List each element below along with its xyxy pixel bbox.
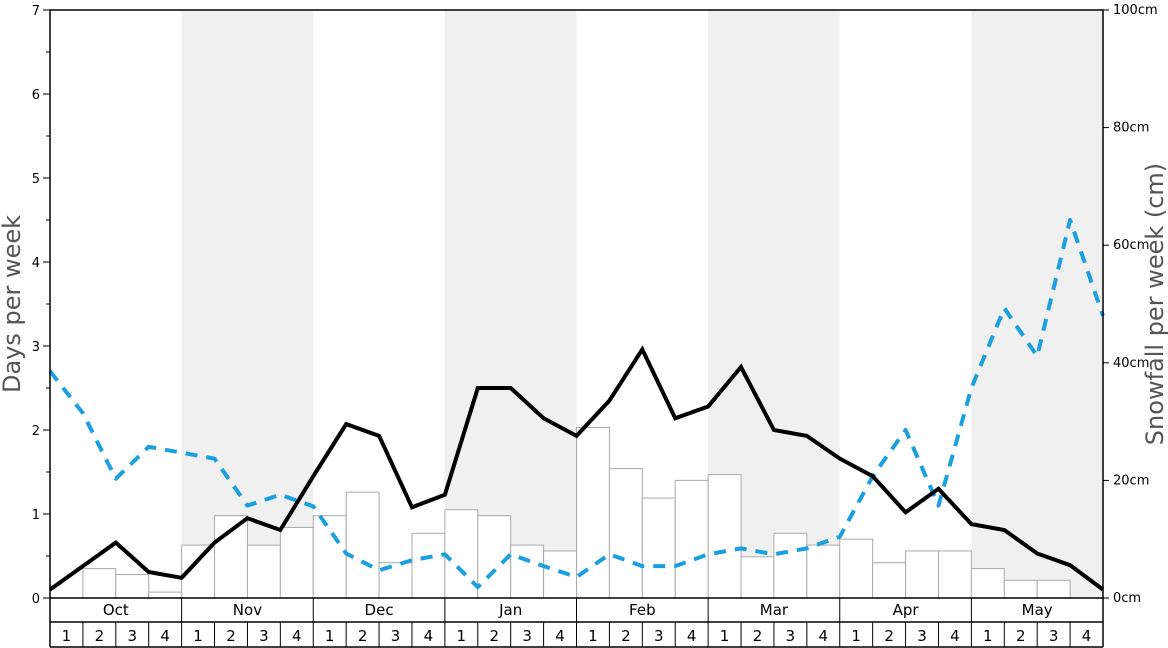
week-label: 2 <box>884 627 894 645</box>
snowfall-bar <box>1003 579 1038 599</box>
left-tick-label: 1 <box>32 508 40 523</box>
month-label-dec: Dec <box>365 601 394 619</box>
week-label: 4 <box>292 627 302 645</box>
week-label: 2 <box>621 627 631 645</box>
month-label-apr: Apr <box>893 601 920 619</box>
month-label-may: May <box>1022 601 1053 619</box>
month-label-mar: Mar <box>760 601 789 619</box>
month-label-feb: Feb <box>629 601 656 619</box>
snowfall-bars <box>82 426 1071 599</box>
week-label: 2 <box>489 627 499 645</box>
week-label: 4 <box>819 627 829 645</box>
week-label: 4 <box>160 627 170 645</box>
right-tick-label: 0cm <box>1113 591 1141 606</box>
week-label: 2 <box>1016 627 1026 645</box>
week-label: 4 <box>1082 627 1092 645</box>
snowfall-bar <box>674 479 709 599</box>
left-tick-label: 7 <box>32 4 40 19</box>
snowfall-bar <box>312 515 347 599</box>
left-tick-label: 4 <box>32 256 40 271</box>
week-label: 1 <box>588 627 598 645</box>
week-label: 4 <box>950 627 960 645</box>
week-label: 3 <box>917 627 927 645</box>
left-tick-label: 6 <box>32 88 40 103</box>
week-label: 3 <box>522 627 532 645</box>
right-tick-label: 80cm <box>1113 121 1149 136</box>
week-label: 1 <box>983 627 993 645</box>
snowfall-bar <box>905 550 939 599</box>
snowfall-bar <box>82 568 117 599</box>
week-label: 1 <box>720 627 730 645</box>
snowfall-bar <box>872 562 907 599</box>
snowfall-bar <box>1036 579 1071 599</box>
week-label: 4 <box>555 627 565 645</box>
left-axis-title: Days per week <box>0 215 26 393</box>
week-label: 4 <box>424 627 434 645</box>
snowfall-bar <box>773 532 808 599</box>
week-label: 3 <box>786 627 796 645</box>
week-label: 2 <box>95 627 105 645</box>
month-label-jan: Jan <box>498 601 522 619</box>
week-label: 3 <box>259 627 269 645</box>
month-label-nov: Nov <box>233 601 262 619</box>
snowfall-bar <box>970 568 1005 599</box>
month-shade-jan <box>444 10 577 598</box>
x-axis: Oct 1 2 3 4 Nov 1 2 3 4 Dec 1 2 3 4 Jan 1 2 3 4 Feb 1 2 3 4 Mar 1 2… <box>49 598 1104 648</box>
week-label: 1 <box>193 627 203 645</box>
snowfall-bar <box>279 526 314 599</box>
week-label: 4 <box>687 627 697 645</box>
month-label-oct: Oct <box>103 601 129 619</box>
snowfall-bar <box>246 544 281 599</box>
blue-dashed-line <box>48 218 1105 590</box>
week-label: 3 <box>127 627 137 645</box>
snowfall-bar <box>543 550 577 599</box>
left-axis: 0 1 2 3 4 5 6 7 <box>32 4 50 607</box>
week-label: 3 <box>391 627 401 645</box>
snowfall-bar <box>740 556 775 599</box>
snowfall-bar <box>576 426 610 599</box>
snowfall-bar <box>806 544 841 599</box>
snowfall-bar <box>608 468 643 599</box>
week-label: 1 <box>325 627 335 645</box>
left-tick-label: 5 <box>32 172 40 187</box>
black-line <box>48 345 1105 592</box>
right-tick-label: 100cm <box>1113 3 1158 18</box>
left-tick-label: 2 <box>32 424 40 439</box>
right-axis: 0cm 20cm 40cm 60cm 80cm 100cm <box>1103 3 1158 606</box>
snowfall-bar <box>510 544 545 599</box>
snowfall-bar <box>707 474 742 599</box>
snowfall-bar <box>148 591 183 599</box>
right-tick-label: 20cm <box>1113 473 1149 488</box>
snowfall-bar <box>641 497 676 599</box>
month-shading <box>181 10 1103 598</box>
snowfall-bar <box>345 491 380 599</box>
right-tick-label: 60cm <box>1113 238 1149 253</box>
week-label: 3 <box>654 627 664 645</box>
snowfall-bar <box>839 538 874 599</box>
week-label: 2 <box>753 627 763 645</box>
series-lines <box>48 218 1105 592</box>
left-tick-label: 0 <box>32 592 40 607</box>
week-label: 1 <box>851 627 861 645</box>
week-label: 2 <box>226 627 236 645</box>
right-axis-title: Snowfall per week (cm) <box>1141 163 1168 445</box>
week-label: 2 <box>358 627 368 645</box>
week-label: 1 <box>457 627 467 645</box>
snowfall-bar <box>115 573 150 599</box>
week-label: 1 <box>62 627 72 645</box>
right-tick-label: 40cm <box>1113 356 1149 371</box>
month-shade-may <box>971 10 1103 598</box>
week-label: 3 <box>1049 627 1059 645</box>
snowfall-bar <box>937 550 972 599</box>
snowfall-bar <box>411 532 446 599</box>
left-tick-label: 3 <box>32 340 40 355</box>
